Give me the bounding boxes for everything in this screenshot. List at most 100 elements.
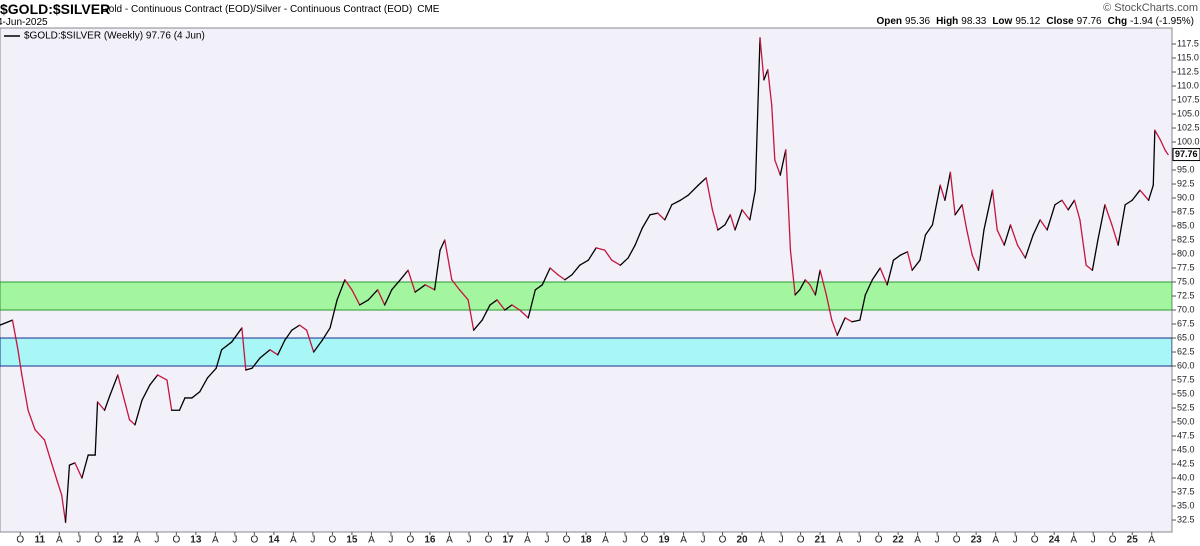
y-tick-label: 110.0 — [1177, 80, 1199, 90]
line-segment — [825, 294, 833, 321]
line-segment — [94, 401, 99, 456]
description-text: Gold - Continuous Contract (EOD)/Silver … — [101, 4, 413, 15]
x-tick-label: J — [310, 535, 315, 546]
x-tick-label: A — [1148, 535, 1155, 546]
y-tick-label: 40.0 — [1177, 472, 1195, 482]
line-segment — [1054, 199, 1063, 206]
line-segment — [121, 389, 131, 421]
line-segment — [1024, 234, 1034, 259]
line-segment — [351, 289, 361, 306]
quote-label: Low — [992, 16, 1013, 27]
line-segment — [724, 214, 732, 226]
y-tick-label: 105.0 — [1177, 108, 1200, 118]
line-segment — [977, 229, 985, 271]
x-tick-label: A — [680, 535, 687, 546]
y-tick-label: 67.5 — [1177, 318, 1195, 328]
quote-value: 95.12 — [1015, 16, 1041, 27]
x-tick-label: A — [290, 535, 297, 546]
y-tick-label: 62.5 — [1177, 346, 1195, 356]
y-tick-label: 55.0 — [1177, 388, 1195, 398]
line-segment — [809, 284, 817, 296]
line-segment — [141, 384, 151, 401]
line-segment — [1117, 204, 1126, 246]
line-segment — [1104, 204, 1113, 226]
line-segment — [579, 259, 589, 266]
x-tick-label: O — [1031, 535, 1039, 546]
line-segment — [879, 267, 888, 286]
x-tick-label: A — [836, 535, 843, 546]
x-tick-label: O — [563, 535, 571, 546]
y-tick-label: 112.5 — [1177, 66, 1199, 76]
x-tick-label: 14 — [268, 535, 280, 546]
line-segment — [384, 289, 393, 306]
x-tick-label: 19 — [658, 535, 670, 546]
x-tick-label: J — [935, 535, 940, 546]
quote-label: Open — [876, 16, 903, 27]
y-tick-label: 100.0 — [1177, 136, 1200, 146]
x-tick-label: O — [16, 535, 24, 546]
line-segment — [1009, 224, 1019, 246]
x-tick-label: 11 — [35, 535, 46, 546]
line-segment — [794, 289, 801, 296]
line-segment — [329, 299, 338, 329]
y-tick-label: 65.0 — [1177, 332, 1195, 342]
x-tick-label: A — [992, 535, 999, 546]
x-tick-label: J — [623, 535, 628, 546]
line-segment — [178, 397, 186, 411]
line-segment — [966, 229, 973, 256]
x-tick-label: J — [154, 535, 159, 546]
line-segment — [754, 37, 761, 191]
line-segment — [344, 279, 353, 291]
x-tick-label: A — [134, 535, 141, 546]
line-segment — [1039, 219, 1048, 231]
line-segment — [391, 279, 401, 291]
x-tick-label: J — [857, 535, 862, 546]
x-tick-label: A — [212, 535, 219, 546]
y-tick-label: 95.0 — [1177, 164, 1195, 174]
line-segment — [81, 454, 89, 479]
line-segment — [657, 212, 666, 221]
line-segment — [711, 209, 719, 231]
x-tick-label: A — [758, 535, 765, 546]
y-tick-label: 52.5 — [1177, 402, 1195, 412]
line-segment — [892, 254, 902, 261]
line-segment — [634, 227, 643, 246]
quote-value: 98.33 — [961, 16, 987, 27]
line-segment — [0, 319, 14, 326]
y-tick-label: 42.5 — [1177, 458, 1195, 468]
line-segment — [1046, 204, 1056, 231]
y-tick-label: 107.5 — [1177, 94, 1200, 104]
line-segment — [1073, 199, 1081, 221]
y-tick-label: 115.0 — [1177, 52, 1199, 62]
x-tick-label: O — [1109, 535, 1117, 546]
line-segment — [991, 189, 998, 231]
line-segment — [971, 254, 980, 271]
line-segment — [899, 251, 909, 256]
line-segment — [954, 204, 963, 216]
header: $GOLD:$SILVER Gold - Continuous Contract… — [0, 0, 1200, 28]
line-segment — [627, 244, 636, 259]
line-segment — [117, 374, 123, 391]
line-segment — [17, 349, 23, 376]
line-segment — [451, 279, 461, 291]
line-segment — [34, 429, 46, 441]
quote-value: -1.94 (-1.95%) — [1130, 16, 1194, 27]
line-segment — [587, 247, 597, 261]
line-segment — [149, 374, 159, 386]
y-tick-label: 75.0 — [1177, 276, 1195, 286]
symbol: $GOLD:$SILVER — [0, 1, 111, 17]
line-segment — [557, 274, 566, 281]
line-segment — [924, 224, 934, 236]
line-segment — [789, 249, 796, 296]
x-tick-label: A — [1070, 535, 1077, 546]
x-tick-label: O — [719, 535, 727, 546]
line-segment — [458, 289, 469, 301]
line-segment — [534, 284, 543, 291]
line-segment — [697, 177, 707, 186]
line-segment — [844, 317, 853, 323]
line-segment — [1131, 189, 1141, 201]
line-segment — [1152, 129, 1156, 186]
x-tick-label: J — [701, 535, 706, 546]
line-segment — [949, 171, 956, 216]
copyright: © StockCharts.com — [1103, 2, 1198, 14]
